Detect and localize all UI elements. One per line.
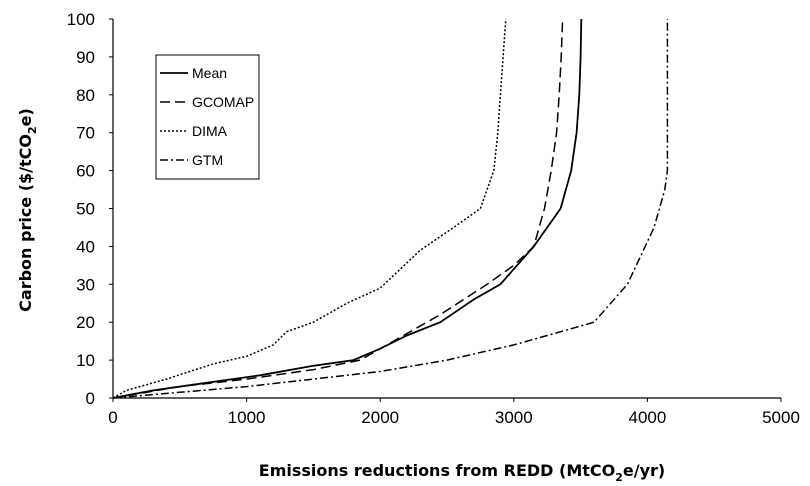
- legend: Mean GCOMAP DIMA GTM: [155, 54, 260, 180]
- legend-label-gtm: GTM: [192, 152, 223, 168]
- x-tick-label: 4000: [628, 408, 666, 427]
- x-axis-title-part-2: e/yr): [623, 461, 665, 480]
- y-axis-title-part-1: Carbon price ($/tCO: [16, 134, 35, 312]
- x-tick-label: 0: [108, 408, 117, 427]
- x-tick-label: 1000: [228, 408, 266, 427]
- y-tick-label: 10: [76, 351, 95, 370]
- y-tick-label: 100: [67, 10, 95, 29]
- y-tick-label: 40: [76, 237, 95, 256]
- x-axis-title-part-1: Emissions reductions from REDD (MtCO: [259, 461, 615, 480]
- series-line-gcomap: [112, 18, 564, 399]
- y-tick-label: 70: [76, 124, 95, 143]
- legend-label-gcomap: GCOMAP: [192, 94, 254, 110]
- x-tick-label: 3000: [495, 408, 533, 427]
- x-tick-label: 2000: [361, 408, 399, 427]
- series-lines: [112, 18, 669, 399]
- y-tick-label: 50: [76, 200, 95, 219]
- legend-box: [155, 54, 260, 180]
- series-line-gtm: [112, 19, 669, 399]
- y-axis-title: Carbon price ($/tCO2e): [16, 108, 39, 312]
- x-axis-title-subscript: 2: [615, 471, 623, 484]
- y-tick-label: 30: [76, 275, 95, 294]
- legend-label-dima: DIMA: [192, 123, 228, 139]
- y-tick-label: 20: [76, 313, 95, 332]
- y-tick-label: 0: [86, 389, 95, 408]
- y-tick-label: 60: [76, 162, 95, 181]
- x-axis-title: Emissions reductions from REDD (MtCO2e/y…: [259, 461, 665, 484]
- x-tick-label: 5000: [762, 408, 800, 427]
- tick-labels: 0 1000 2000 3000 4000 5000 0 10 20 30 40 50 60 70 80 90…: [67, 10, 800, 427]
- y-tick-label: 80: [76, 86, 95, 105]
- series-line-dima: [112, 18, 507, 399]
- y-axis-title-subscript: 2: [26, 126, 39, 134]
- series-line-mean: [112, 18, 583, 399]
- legend-label-mean: Mean: [192, 65, 227, 81]
- y-tick-label: 90: [76, 48, 95, 67]
- y-axis-title-part-2: e): [16, 108, 35, 126]
